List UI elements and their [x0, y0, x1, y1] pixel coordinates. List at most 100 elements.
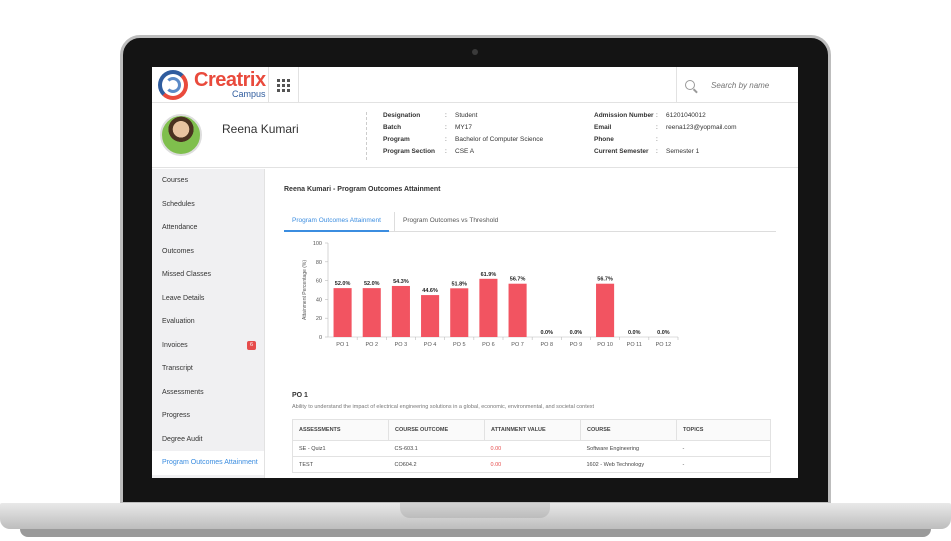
y-tick-label: 0 — [319, 335, 322, 341]
student-profile: Reena Kumari Designation: Student Batch: M… — [152, 104, 798, 168]
logo-subtext: Campus — [232, 89, 266, 99]
y-axis-label: Attainment Percentage (%) — [302, 260, 308, 320]
divider — [366, 112, 367, 160]
avatar — [160, 114, 202, 156]
y-tick-label: 100 — [313, 241, 322, 247]
sidebar-item-label: Transcript — [162, 365, 193, 372]
x-tick-label: PO 12 — [656, 342, 672, 348]
table-cell: - — [676, 440, 771, 457]
sidebar-item-label: Attendance — [162, 224, 198, 231]
top-bar: Creatrix Campus — [152, 67, 798, 103]
column-header: ATTAINMENT VALUE — [484, 419, 581, 441]
app-screen: Creatrix Campus Reena Kumari Designation… — [152, 67, 798, 478]
field-label: Admission Number — [594, 112, 654, 119]
chart-bar — [508, 283, 527, 337]
laptop-notch — [400, 503, 550, 518]
table-cell: CS-603.1 — [388, 440, 485, 457]
app-grid-button[interactable] — [268, 67, 299, 103]
y-tick-label: 60 — [316, 279, 322, 285]
x-tick-label: PO 6 — [482, 342, 495, 348]
column-header: ASSESSMENTS — [292, 419, 389, 441]
field-label: Phone — [594, 136, 614, 143]
search-input[interactable] — [711, 80, 791, 90]
assessment-table: ASSESSMENTS COURSE OUTCOME ATTAINMENT VA… — [292, 419, 771, 473]
sidebar-item-schedules[interactable]: Schedules — [152, 193, 264, 217]
field-label: Batch — [383, 124, 402, 131]
tab-program-outcomes-attainment[interactable]: Program Outcomes Attainment — [284, 212, 389, 232]
x-tick-label: PO 8 — [540, 342, 553, 348]
column-header: COURSE — [580, 419, 677, 441]
tab-program-outcomes-vs-threshold[interactable]: Program Outcomes vs Threshold — [394, 212, 506, 232]
bar-data-label: 0.0% — [657, 330, 670, 336]
table-cell: - — [676, 456, 771, 473]
bar-data-label: 0.0% — [570, 330, 583, 336]
sidebar-item-missed-classes[interactable]: Missed Classes — [152, 263, 264, 287]
bar-data-label: 44.6% — [422, 288, 438, 294]
po-title: PO 1 — [292, 392, 308, 399]
bar-data-label: 56.7% — [597, 277, 613, 283]
attainment-bar-chart: 0 20 40 60 80 100 Attainment Percentage (%) 52.… — [302, 241, 679, 348]
bar-data-label: 52.0% — [364, 281, 380, 287]
po-description: Ability to understand the impact of elec… — [292, 404, 595, 410]
sidebar-item-evaluation[interactable]: Evaluation — [152, 310, 264, 334]
bar-data-label: 52.0% — [335, 281, 351, 287]
sidebar-item-program-outcomes-attainment[interactable]: Program Outcomes Attainment — [152, 451, 264, 475]
creatrix-logo[interactable]: Creatrix Campus — [156, 69, 266, 101]
page-title: Reena Kumari - Program Outcomes Attainme… — [284, 186, 441, 193]
table-row[interactable]: SE - Quiz1 CS-603.1 0.00 Software Engine… — [292, 440, 771, 457]
logo-ring-icon — [158, 70, 188, 100]
chart-bar — [421, 295, 440, 337]
field-value: reena123@yopmail.com — [666, 124, 737, 131]
chart-bar — [596, 283, 615, 337]
sidebar-item-progress[interactable]: Progress — [152, 404, 264, 428]
x-tick-label: PO 1 — [336, 342, 349, 348]
field-label: Designation — [383, 112, 421, 119]
table-cell: 1602 - Web Technology — [580, 456, 677, 473]
sidebar-item-label: Degree Audit — [162, 435, 203, 443]
sidebar-item-courses[interactable]: Courses — [152, 169, 264, 193]
sidebar-item-label: Courses — [162, 177, 189, 184]
laptop-foot — [20, 529, 931, 537]
field-value: Student — [455, 112, 478, 119]
field-label: Email — [594, 124, 612, 131]
x-tick-label: PO 10 — [597, 342, 613, 348]
sidebar-item-degree-audit[interactable]: Degree Audit — [152, 428, 264, 452]
field-value: Bachelor of Computer Science — [455, 136, 544, 143]
chart-bar — [479, 278, 498, 337]
field-value: MY17 — [455, 124, 472, 131]
table-row[interactable]: TEST CO604.2 0.00 1602 - Web Technology … — [292, 456, 771, 473]
logo-inner-ring-icon — [165, 77, 181, 93]
x-tick-label: PO 3 — [395, 342, 408, 348]
sidebar-item-label: Program Outcomes Attainment — [162, 459, 258, 466]
table-cell: TEST — [292, 456, 389, 473]
sidebar-item-assessments[interactable]: Assessments — [152, 381, 264, 405]
bar-data-label: 0.0% — [540, 330, 553, 336]
sidebar-item-transcript[interactable]: Transcript — [152, 357, 264, 381]
student-info-right: Admission Number:61201040012 Email: reena… — [594, 110, 737, 158]
logo-text: Creatrix — [194, 69, 266, 91]
x-tick-label: PO 4 — [424, 342, 437, 348]
sidebar-item-leave-details[interactable]: Leave Details — [152, 287, 264, 311]
search-icon[interactable] — [685, 80, 695, 90]
sidebar-item-label: Leave Details — [162, 294, 205, 302]
sidebar-item-outcomes[interactable]: Outcomes — [152, 240, 264, 264]
sidebar-item-label: Progress — [162, 412, 191, 419]
field-label: Program Section — [383, 148, 436, 155]
webcam-icon — [472, 49, 478, 55]
sidebar-item-label: Missed Classes — [162, 271, 212, 278]
sidebar-item-label: Evaluation — [162, 318, 195, 325]
sidebar-item-label: Invoices — [162, 341, 188, 349]
field-label: Program — [383, 136, 410, 143]
field-value: CSE A — [455, 148, 475, 155]
sidebar: Courses Schedules Attendance Outcomes Mi… — [152, 169, 265, 478]
sidebar-item-attendance[interactable]: Attendance — [152, 216, 264, 240]
table-cell: Software Engineering — [580, 440, 677, 457]
tab-bar: Program Outcomes Attainment Program Outc… — [284, 212, 776, 232]
bar-data-label: 51.8% — [451, 281, 467, 287]
invoices-count-badge: 6 — [247, 340, 256, 350]
column-header: COURSE OUTCOME — [388, 419, 485, 441]
bar-data-label: 56.7% — [510, 277, 526, 283]
sidebar-item-label: Outcomes — [162, 247, 194, 255]
sidebar-item-invoices[interactable]: Invoices 6 — [152, 334, 264, 358]
chart-bar — [450, 288, 469, 337]
